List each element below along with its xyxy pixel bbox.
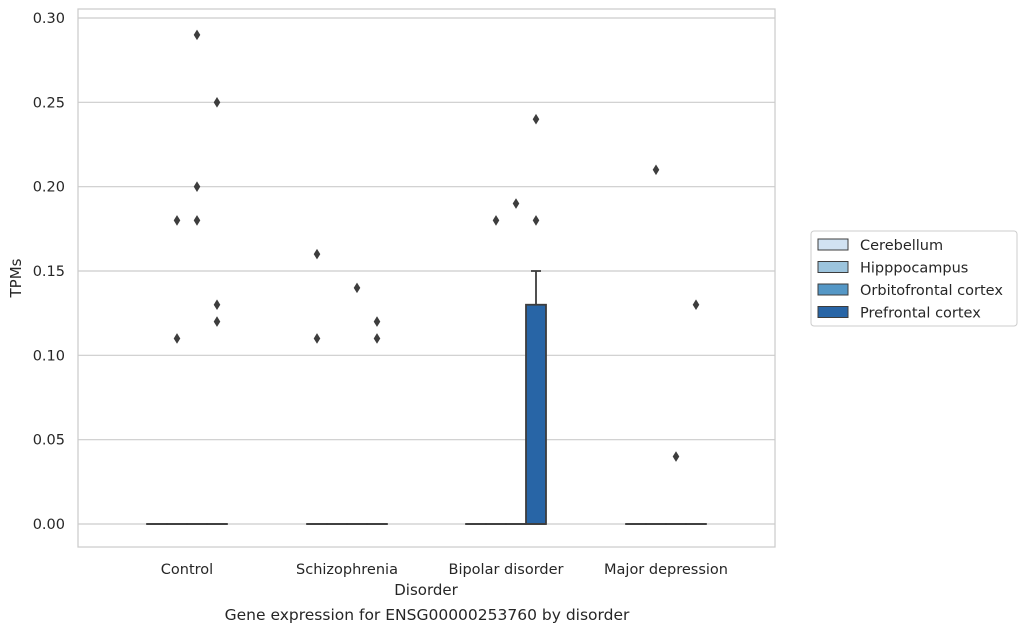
- outlier-point: [492, 215, 500, 226]
- outlier-point: [313, 333, 321, 344]
- outlier-point: [373, 333, 381, 344]
- legend: Cerebellum Hipppocampus Orbitofrontal cort…: [810, 230, 1018, 327]
- outlier-point: [512, 198, 520, 209]
- outlier-point: [672, 451, 680, 462]
- legend-swatch: [817, 283, 849, 296]
- y-tick-label: 0.20: [33, 180, 65, 196]
- outlier-point: [193, 181, 201, 192]
- legend-frame: [810, 230, 1018, 327]
- y-tick-label: 0.30: [33, 11, 65, 27]
- y-tick-label: 0.10: [33, 348, 65, 364]
- x-tick-label: Major depression: [604, 562, 728, 578]
- outlier-point: [193, 215, 201, 226]
- box-body: [525, 303, 547, 525]
- outlier-point: [173, 333, 181, 344]
- outlier-point: [532, 113, 540, 125]
- legend-swatch: [817, 306, 849, 318]
- outlier-point: [353, 282, 361, 294]
- outlier-point: [373, 316, 381, 327]
- outliers: [173, 29, 700, 462]
- outlier-point: [652, 164, 660, 176]
- outlier-point: [313, 248, 321, 260]
- x-tick-label: Control: [161, 562, 213, 578]
- gridlines: [78, 17, 775, 525]
- y-tick-label: 0.25: [33, 95, 65, 111]
- legend-swatch: [817, 261, 849, 273]
- outlier-point: [692, 299, 700, 311]
- y-tick-label: 0.15: [33, 264, 65, 280]
- x-axis-title: Disorder: [394, 581, 458, 599]
- outlier-point: [213, 299, 221, 311]
- outlier-point: [173, 215, 181, 226]
- outlier-point: [532, 215, 540, 226]
- plot-area-frame: [77, 8, 776, 548]
- y-tick-label: 0.05: [33, 433, 65, 449]
- legend-label: Prefrontal cortex: [860, 306, 981, 322]
- y-axis-title: TPMs: [7, 258, 25, 298]
- y-tick-label: 0.00: [33, 517, 65, 533]
- x-tick-labels: Control Schizophrenia Bipolar disorder Majo…: [161, 562, 728, 578]
- outlier-point: [213, 316, 221, 327]
- x-tick-label: Schizophrenia: [296, 562, 398, 578]
- legend-label: Hipppocampus: [860, 261, 968, 277]
- box-prefrontal-cortex: [525, 270, 547, 525]
- y-tick-labels: 0.00 0.05 0.10 0.15 0.20 0.25 0.30: [33, 11, 65, 533]
- legend-label: Orbitofrontal cortex: [860, 283, 1003, 299]
- outlier-point: [213, 97, 221, 108]
- x-tick-label: Bipolar disorder: [449, 562, 564, 578]
- boxes: [146, 270, 707, 525]
- legend-swatch: [817, 238, 849, 251]
- figure-caption: Gene expression for ENSG00000253760 by d…: [224, 606, 630, 624]
- outlier-point: [193, 29, 201, 41]
- legend-label: Cerebellum: [860, 238, 943, 254]
